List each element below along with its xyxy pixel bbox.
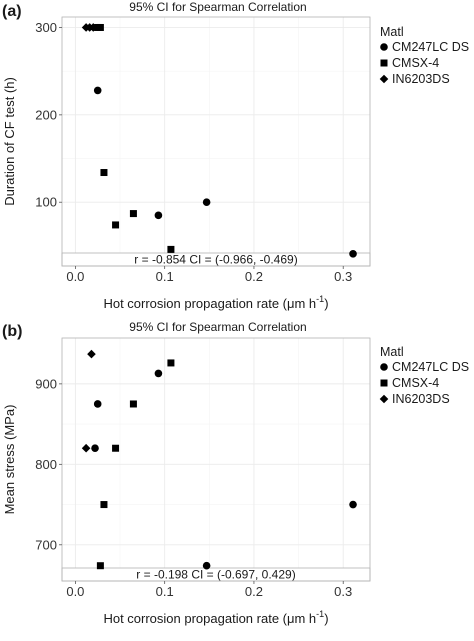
y-axis: 700 800 900 bbox=[35, 376, 62, 552]
legend-label: IN6203DS bbox=[392, 392, 450, 406]
y-tick-label: 300 bbox=[35, 20, 57, 35]
data-point bbox=[81, 443, 91, 453]
data-point bbox=[93, 86, 102, 95]
x-tick-label: 0.3 bbox=[334, 584, 352, 599]
data-point bbox=[96, 23, 104, 31]
data-point bbox=[112, 221, 120, 229]
data-point bbox=[112, 444, 120, 452]
x-axis-title: Hot corrosion propagation rate (μm h-1) bbox=[103, 294, 328, 311]
series-in6203ds bbox=[81, 23, 98, 32]
data-point bbox=[96, 562, 104, 570]
x-axis-title-superscript: -1 bbox=[316, 294, 324, 304]
data-point bbox=[100, 169, 108, 177]
data-point bbox=[167, 359, 175, 367]
series-cmsx-4 bbox=[96, 359, 175, 570]
x-axis-title-superscript: -1 bbox=[316, 609, 324, 619]
y-axis: 100 200 300 bbox=[35, 20, 62, 210]
data-point bbox=[167, 245, 175, 253]
data-point bbox=[87, 349, 96, 359]
panel-label: (b) bbox=[2, 323, 22, 340]
x-tick-label: 0.1 bbox=[156, 584, 174, 599]
legend-label: IN6203DS bbox=[392, 72, 450, 86]
legend-key bbox=[380, 59, 388, 67]
x-tick-label: 0.0 bbox=[66, 269, 84, 284]
y-tick-label: 900 bbox=[35, 376, 57, 391]
chart-title: 95% CI for Spearman Correlation bbox=[129, 320, 306, 334]
data-point bbox=[91, 444, 99, 453]
data-point bbox=[129, 210, 137, 218]
legend-title: Matl bbox=[380, 25, 404, 39]
x-axis: 0.0 0.1 0.2 0.3 bbox=[66, 581, 352, 599]
y-tick-label: 800 bbox=[35, 457, 57, 472]
x-axis-title-close: ) bbox=[324, 611, 328, 626]
x-axis-title: Hot corrosion propagation rate (μm h-1) bbox=[103, 609, 328, 626]
data-point bbox=[154, 369, 163, 378]
major-gridlines bbox=[62, 17, 370, 266]
data-point bbox=[100, 501, 108, 509]
major-gridlines bbox=[62, 338, 370, 581]
chart-panel-a: (a) 95% CI for Spearman Correlation r = -0… bbox=[2, 0, 469, 311]
legend-label: CM247LC DS bbox=[392, 360, 469, 374]
panel-label: (a) bbox=[2, 3, 22, 20]
legend-key bbox=[380, 379, 388, 387]
data-points bbox=[81, 23, 357, 258]
legend-key bbox=[380, 43, 388, 51]
plot-frame bbox=[61, 16, 371, 267]
y-tick-label: 700 bbox=[35, 537, 57, 552]
data-points bbox=[81, 349, 357, 570]
data-point bbox=[349, 249, 357, 258]
data-point bbox=[154, 211, 163, 220]
x-axis-title-main: Hot corrosion propagation rate (μm h bbox=[103, 611, 316, 626]
minor-gridlines bbox=[62, 17, 370, 266]
minor-gridlines bbox=[62, 338, 370, 581]
legend-label: CMSX-4 bbox=[392, 56, 439, 70]
y-tick-label: 200 bbox=[35, 107, 57, 122]
x-axis-title-close: ) bbox=[324, 296, 328, 311]
x-axis: 0.0 0.1 0.2 0.3 bbox=[66, 266, 352, 284]
series-cmsx-4 bbox=[94, 23, 175, 253]
data-point bbox=[349, 500, 357, 509]
legend-key bbox=[379, 394, 389, 404]
x-tick-label: 0.0 bbox=[66, 584, 84, 599]
legend-label: CMSX-4 bbox=[392, 376, 439, 390]
stats-annotation: r = -0.198 CI = (-0.697, 0.429) bbox=[136, 568, 295, 582]
y-axis-title: Mean stress (MPa) bbox=[2, 405, 17, 515]
data-point bbox=[88, 23, 98, 32]
x-tick-label: 0.3 bbox=[334, 269, 352, 284]
chart-title: 95% CI for Spearman Correlation bbox=[129, 0, 306, 14]
data-point bbox=[129, 400, 137, 408]
series-cm247lc-ds bbox=[93, 86, 357, 258]
data-point bbox=[202, 561, 211, 570]
series-cm247lc-ds bbox=[91, 369, 357, 570]
legend-title: Matl bbox=[380, 345, 404, 359]
plot-frame bbox=[61, 337, 371, 582]
y-tick-label: 100 bbox=[35, 195, 57, 210]
x-tick-label: 0.1 bbox=[156, 269, 174, 284]
x-axis-title-main: Hot corrosion propagation rate (μm h bbox=[103, 296, 316, 311]
legend-label: CM247LC DS bbox=[392, 40, 469, 54]
x-tick-label: 0.2 bbox=[245, 269, 263, 284]
legend-key bbox=[380, 363, 388, 371]
stats-annotation: r = -0.854 CI = (-0.966, -0.469) bbox=[134, 253, 297, 267]
x-tick-label: 0.2 bbox=[245, 584, 263, 599]
y-axis-title: Duration of CF test (h) bbox=[2, 77, 17, 206]
chart-panel-b: (b) 95% CI for Spearman Correlation r = -0… bbox=[2, 320, 469, 626]
series-in6203ds bbox=[81, 349, 96, 453]
data-point bbox=[93, 400, 102, 408]
legend-key bbox=[379, 74, 389, 84]
data-point bbox=[202, 198, 211, 207]
